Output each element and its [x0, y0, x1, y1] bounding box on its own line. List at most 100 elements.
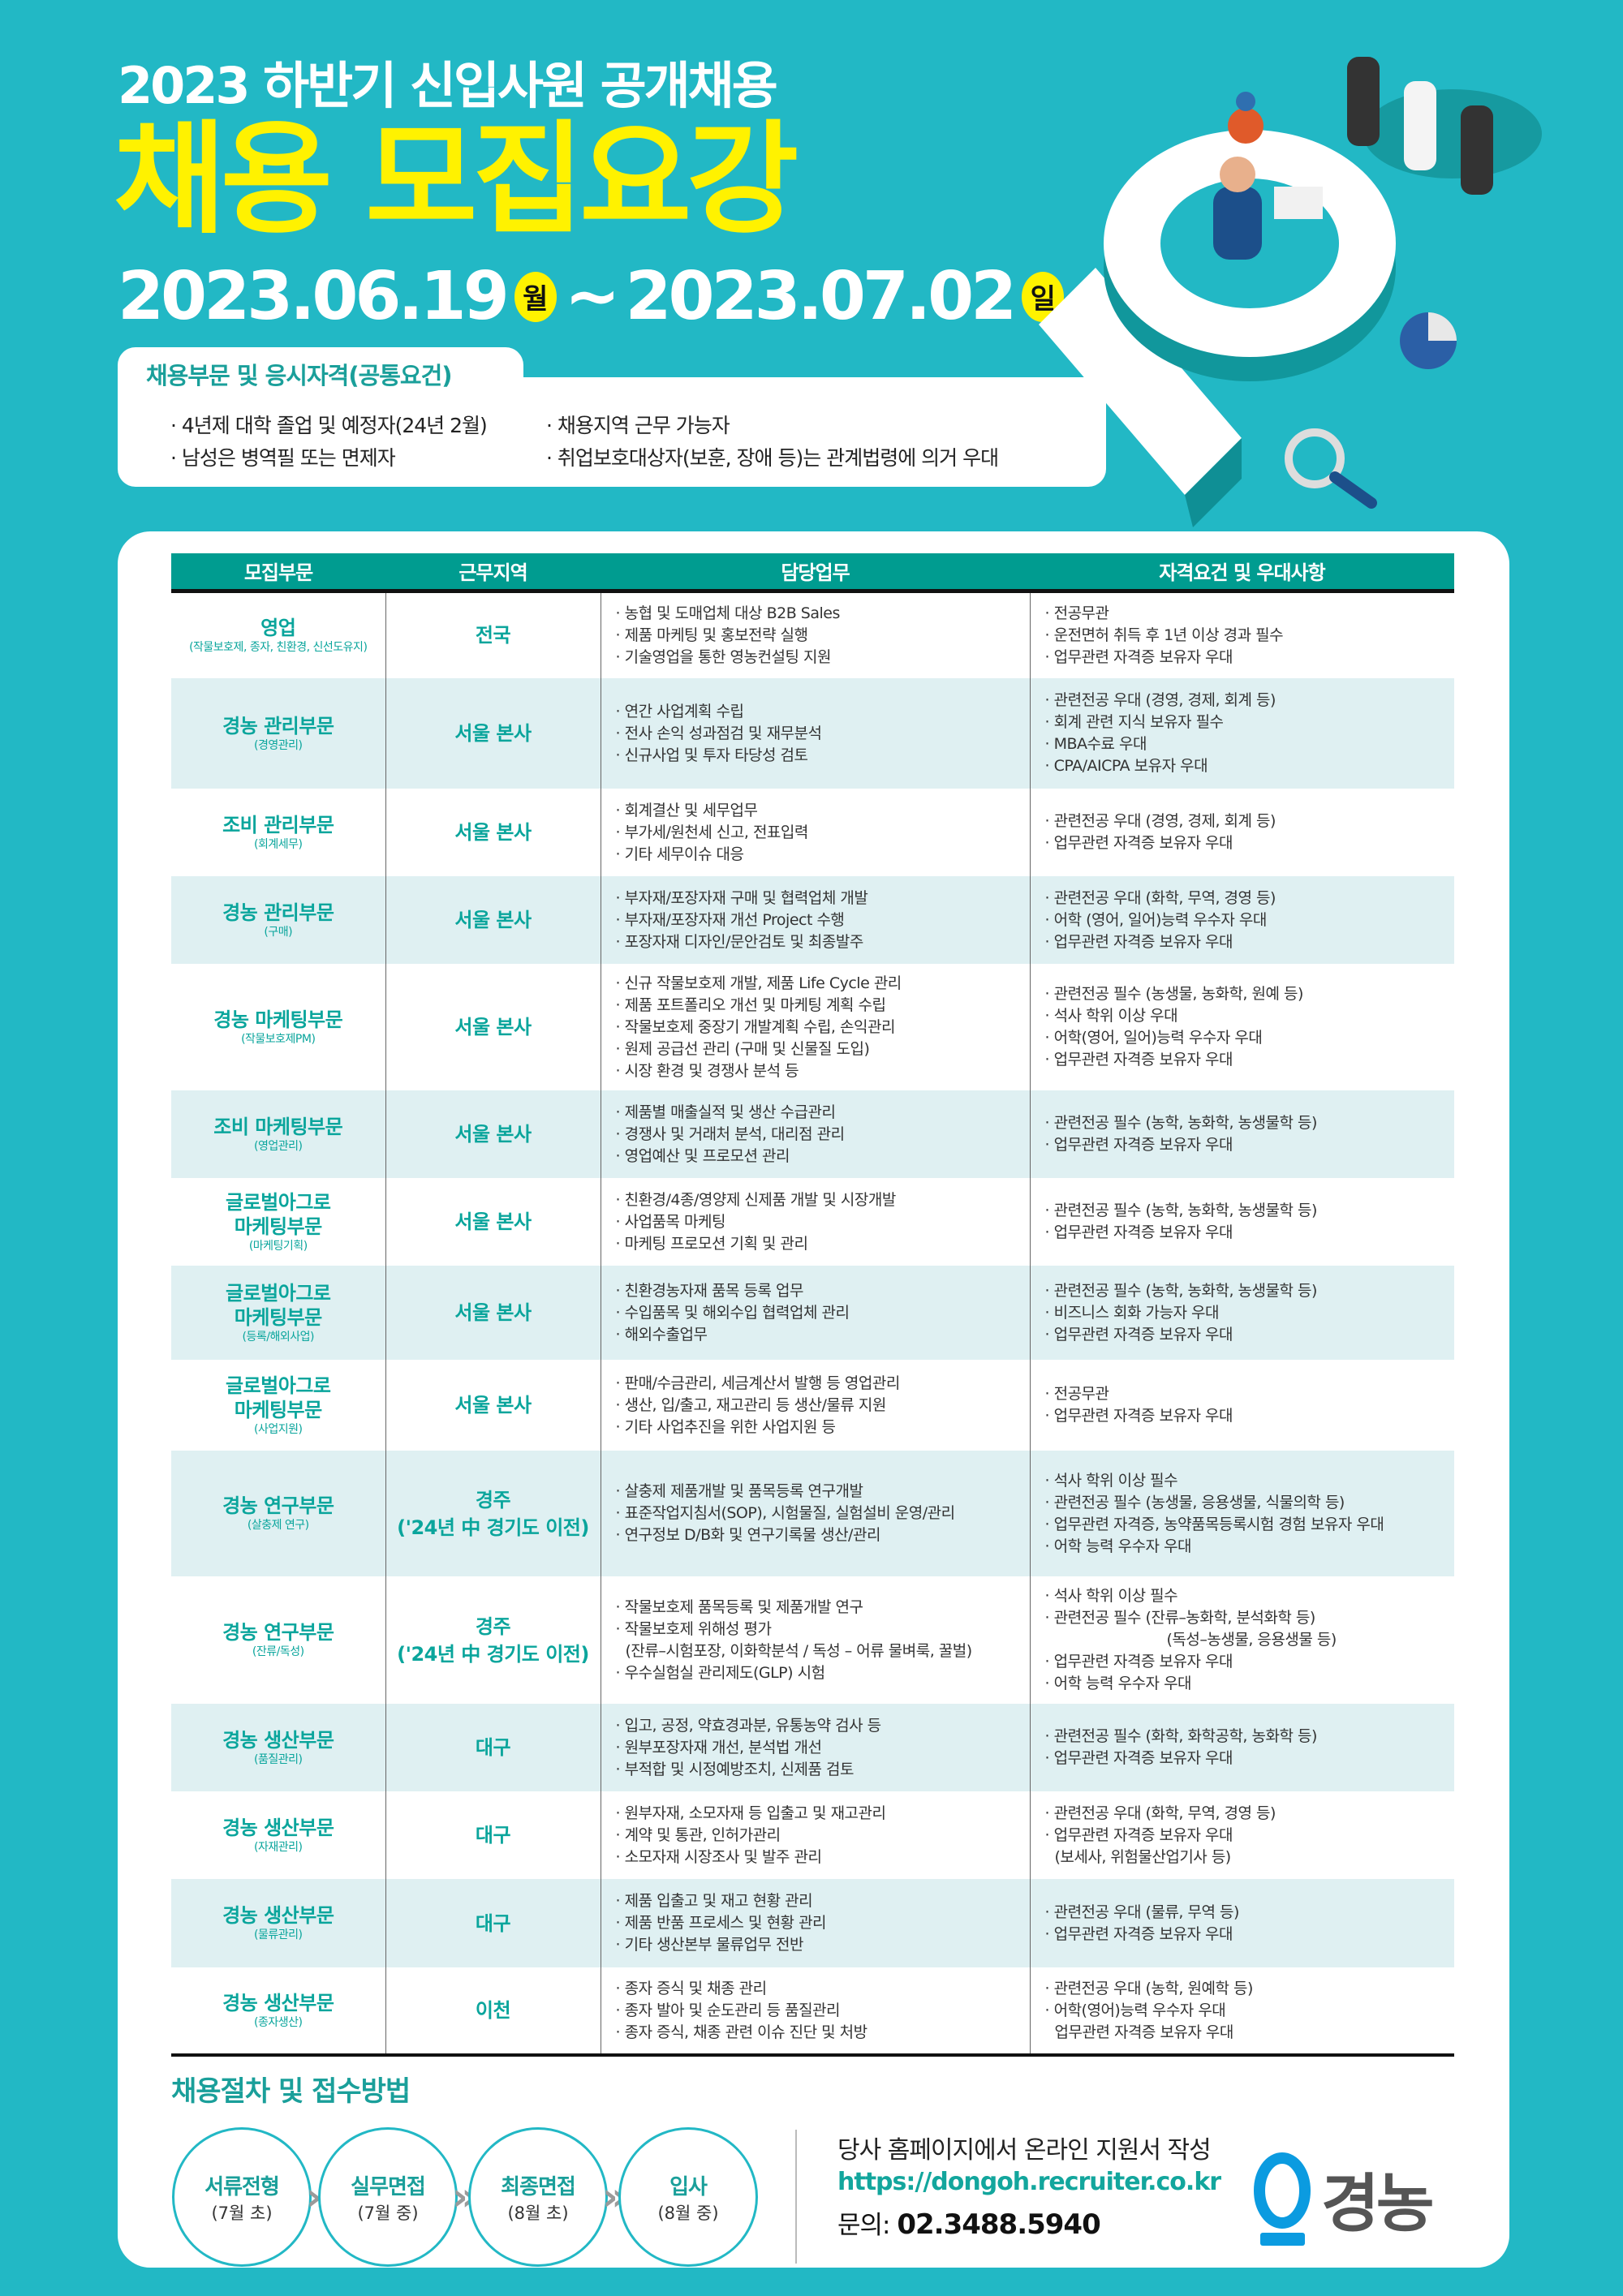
department-name: 경농 연구부문 — [222, 1621, 334, 1644]
duty-item: 종자 증식 및 채종 관리 — [616, 1978, 1030, 2000]
end-day-badge: 일 — [1022, 271, 1065, 322]
qualification-item: 어학(영어, 일어)능력 우수자 우대 — [1045, 1027, 1455, 1049]
duty-item: 소모자재 시장조사 및 발주 관리 — [616, 1847, 1030, 1868]
duty-item: 기술영업을 통한 영농컨설팅 지원 — [616, 647, 1030, 669]
table-row: 경농 생산부문(종자생산)이천종자 증식 및 채종 관리종자 발아 및 순도관리… — [171, 1967, 1455, 2057]
qualification-item: · 채용지역 근무 가능자 — [546, 414, 730, 437]
department-cell: 경농 관리부문 (구매) — [171, 876, 385, 964]
logo-mark-icon — [1254, 2152, 1311, 2246]
duty-item: 전사 손익 성과점검 및 재무분석 — [616, 723, 1030, 745]
duties-cell: 제품 입출고 및 재고 현황 관리제품 반품 프로세스 및 현황 관리기타 생산… — [600, 1879, 1030, 1967]
qualification-item: 관련전공 필수 (농학, 농화학, 농생물학 등) — [1045, 1200, 1455, 1222]
page-subtitle: 2023 하반기 신입사원 공개채용 — [118, 56, 778, 115]
duties-cell: 종자 증식 및 채종 관리종자 발아 및 순도관리 등 품질관리종자 증식, 채… — [600, 1967, 1030, 2057]
location-cell: 서울 본사 — [385, 1090, 601, 1178]
location-cell: 경주 ('24년 中 경기도 이전) — [385, 1576, 601, 1704]
duty-item: 판매/수금관리, 세금계산서 발행 등 영업관리 — [616, 1373, 1030, 1395]
qualification-item: 전공무관 — [1045, 603, 1455, 625]
duty-item: 계약 및 통관, 인허가관리 — [616, 1825, 1030, 1847]
table-row: 경농 생산부문(품질관리)대구입고, 공정, 약효경과분, 유통농약 검사 등원… — [171, 1704, 1454, 1791]
duties-cell: 신규 작물보호제 개발, 제품 Life Cycle 관리제품 포트폴리오 개선… — [600, 964, 1030, 1090]
start-date: 2023.06.19 — [118, 258, 510, 335]
apply-link[interactable]: https://dongoh.recruiter.co.kr — [837, 2168, 1221, 2196]
location-cell: 대구 — [385, 1704, 601, 1791]
duties-cell: 판매/수금관리, 세금계산서 발행 등 영업관리생산, 입/출고, 재고관리 등… — [600, 1360, 1030, 1451]
interviewer-icon — [1347, 57, 1380, 146]
duty-item: 원제 공급선 관리 (구매 및 신물질 도입) — [616, 1038, 1030, 1060]
department-subtitle: (등록/해외사업) — [242, 1330, 315, 1344]
table-row: 경농 생산부문(자재관리)대구원부자재, 소모자재 등 입출고 및 재고관리계약… — [171, 1791, 1454, 1879]
interview-illustration — [1039, 57, 1542, 527]
department-name: 마케팅부문 — [234, 1398, 322, 1421]
qualification-item: 업무관련 자격증 보유자 우대 — [1045, 1405, 1455, 1427]
chevron-right-icon: » — [452, 2174, 477, 2220]
table-row: 경농 마케팅부문(작물보호제PM)서울 본사신규 작물보호제 개발, 제품 Li… — [171, 964, 1454, 1090]
qualification-item: 어학 (영어, 일어)능력 우수자 우대 — [1045, 909, 1455, 931]
duty-item: 제품 입출고 및 재고 현황 관리 — [616, 1890, 1030, 1912]
qualification-item: 관련전공 우대 (화학, 무역, 경영 등) — [1045, 1803, 1455, 1825]
department-name: 경농 마케팅부문 — [213, 1008, 343, 1031]
duty-item: 제품 포트폴리오 개선 및 마케팅 계획 수립 — [616, 995, 1030, 1017]
step-label: 서류전형 — [204, 2174, 280, 2199]
qualification-item: 업무관련 자격증 보유자 우대 — [1045, 1134, 1455, 1156]
department-cell: 글로벌아그로 마케팅부문 (사업지원) — [171, 1360, 385, 1451]
recruitment-table: 모집부문 근무지역 담당업무 자격요건 및 우대사항 영업 (작물보호제, 종자,… — [171, 553, 1454, 2057]
department-subtitle: (품질관리) — [254, 1752, 303, 1766]
step-timing: (7월 중) — [357, 2203, 419, 2223]
location-cell: 대구 — [385, 1791, 601, 1879]
department-name: 마케팅부문 — [234, 1215, 322, 1238]
duty-item: 부자재/포장자재 구매 및 협력업체 개발 — [616, 888, 1030, 909]
qualifications-cell: 석사 학위 이상 필수관련전공 필수 (잔류–농화학, 분석화학 등) (독성–농… — [1029, 1576, 1454, 1704]
table-row: 경농 생산부문(물류관리)대구제품 입출고 및 재고 현황 관리제품 반품 프로… — [171, 1879, 1454, 1967]
interviewer-icon — [1404, 81, 1436, 170]
qualifications-cell: 관련전공 필수 (농학, 농화학, 농생물학 등)비즈니스 회화 가능자 우대업… — [1029, 1266, 1455, 1360]
duty-item: 원부포장자재 개선, 분석법 개선 — [616, 1737, 1030, 1759]
qualifications-cell: 관련전공 필수 (농학, 농화학, 농생물학 등)업무관련 자격증 보유자 우대 — [1029, 1178, 1455, 1266]
qualification-item: 관련전공 우대 (화학, 무역, 경영 등) — [1045, 888, 1455, 909]
department-name: 경농 연구부문 — [222, 1494, 334, 1517]
qualification-item: 관련전공 필수 (농학, 농화학, 농생물학 등) — [1045, 1112, 1455, 1134]
duty-item: 부적합 및 시정예방조치, 신제품 검토 — [616, 1759, 1030, 1781]
duty-item: 시장 환경 및 경쟁사 분석 등 — [616, 1060, 1030, 1082]
process-step-1: 서류전형 (7월 초) — [172, 2127, 312, 2267]
duties-cell: 연간 사업계획 수립전사 손익 성과점검 및 재무분석신규사업 및 투자 타당성… — [600, 678, 1030, 789]
duty-item: 제품 반품 프로세스 및 현황 관리 — [616, 1912, 1030, 1934]
interviewer-icon — [1461, 105, 1493, 195]
duty-item: 친환경/4종/영양제 신제품 개발 및 시장개발 — [616, 1189, 1030, 1211]
duty-item: 영업예산 및 프로모션 관리 — [616, 1146, 1030, 1167]
header-location: 근무지역 — [385, 553, 601, 593]
department-subtitle: (영업관리) — [254, 1139, 303, 1153]
duty-item: 수입품목 및 해외수입 협력업체 관리 — [616, 1302, 1030, 1324]
qualification-item: 업무관련 자격증 보유자 우대 — [1045, 647, 1455, 669]
duty-item: 친환경농자재 품목 등록 업무 — [616, 1280, 1030, 1302]
qualification-item: 업무관련 자격증, 농약품목등록시험 경험 보유자 우대 — [1045, 1514, 1455, 1536]
location-cell: 서울 본사 — [385, 876, 601, 964]
magnifier-icon — [1285, 428, 1345, 488]
qualifications-title: 채용부문 및 응시자격(공통요건) — [146, 362, 453, 389]
department-cell: 경농 마케팅부문 (작물보호제PM) — [171, 964, 385, 1090]
department-subtitle: (구매) — [264, 925, 293, 939]
qualification-item: 관련전공 필수 (농생물, 농화학, 원예 등) — [1045, 983, 1455, 1005]
department-cell: 경농 생산부문 (물류관리) — [171, 1879, 385, 1967]
qualification-item: 업무관련 자격증 보유자 우대 — [1045, 1825, 1455, 1847]
department-subtitle: (마케팅기획) — [248, 1239, 308, 1253]
qualification-item: (보세사, 위험물산업기사 등) — [1054, 1847, 1232, 1866]
step-label: 실무면접 — [351, 2174, 426, 2199]
process-step-2: 실무면접 (7월 중) — [318, 2127, 458, 2267]
department-cell: 글로벌아그로 마케팅부문 (등록/해외사업) — [171, 1266, 385, 1360]
department-name: 경농 관리부문 — [222, 901, 334, 924]
department-cell: 영업 (작물보호제, 종자, 친환경, 신선도유지) — [171, 591, 385, 678]
header-qualifications: 자격요건 및 우대사항 — [1030, 553, 1454, 593]
duty-item: 부자재/포장자재 개선 Project 수행 — [616, 909, 1030, 931]
step-timing: (8월 중) — [657, 2203, 719, 2223]
handle-side-shape — [1185, 438, 1242, 527]
qualification-item: 업무관련 자격증 보유자 우대 — [1045, 1748, 1455, 1769]
qualifications-cell: 관련전공 필수 (농생물, 농화학, 원예 등)석사 학위 이상 우대어학(영어… — [1029, 964, 1455, 1090]
department-cell: 글로벌아그로 마케팅부문 (마케팅기획) — [171, 1178, 385, 1266]
qualification-item: 업무관련 자격증 보유자 우대 — [1045, 1324, 1455, 1346]
duties-cell: 농협 및 도매업체 대상 B2B Sales제품 마케팅 및 홍보전략 실행기술… — [600, 591, 1030, 678]
qualification-item: 관련전공 우대 (농학, 원예학 등) — [1045, 1978, 1455, 2000]
duty-item: (잔류–시험포장, 이화학분석 / 독성 – 어류 물벼룩, 꿀벌) — [625, 1641, 973, 1660]
qualifications-cell: 석사 학위 이상 필수관련전공 필수 (농생물, 응용생물, 식물의학 등)업무… — [1029, 1451, 1455, 1576]
